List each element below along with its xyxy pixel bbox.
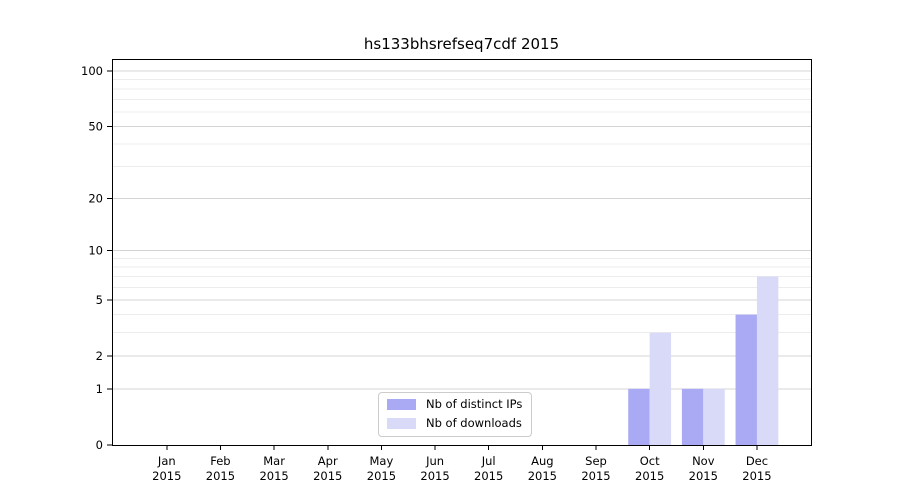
x-tick-label-month: Aug [531, 454, 553, 468]
bar-downloads [703, 388, 725, 445]
y-tick-label: 2 [96, 349, 103, 363]
bar-distinct-ips [628, 388, 650, 445]
x-tick-label-year: 2015 [152, 469, 181, 483]
legend-label-downloads: Nb of downloads [426, 415, 522, 430]
x-tick-label-year: 2015 [635, 469, 664, 483]
plot-background [112, 59, 811, 445]
x-tick-label-year: 2015 [367, 469, 396, 483]
legend-box: Nb of distinct IPs Nb of downloads [378, 392, 533, 437]
y-tick-label: 0 [96, 438, 103, 452]
y-tick-label: 10 [88, 244, 103, 258]
bar-downloads [649, 332, 672, 445]
x-tick-label-year: 2015 [742, 469, 771, 483]
legend-swatch-downloads [387, 418, 416, 430]
y-tick-label: 5 [96, 293, 103, 307]
plot-border [112, 59, 812, 446]
x-tick-label-year: 2015 [474, 469, 503, 483]
legend-item-downloads: Nb of downloads [387, 415, 522, 431]
x-tick-label-year: 2015 [420, 469, 449, 483]
x-tick-label-year: 2015 [528, 469, 557, 483]
bar-distinct-ips [681, 388, 704, 445]
x-tick-label-month: Feb [210, 454, 230, 468]
x-tick-label-year: 2015 [313, 469, 342, 483]
bar-downloads [756, 276, 779, 445]
x-tick-label-month: Jun [425, 454, 444, 468]
x-tick-label-year: 2015 [206, 469, 235, 483]
x-tick-label-month: Sep [585, 454, 607, 468]
x-tick-label-month: Apr [318, 454, 338, 468]
x-tick-label-year: 2015 [259, 469, 288, 483]
y-tick-label: 20 [88, 191, 103, 205]
bar-distinct-ips [735, 314, 757, 445]
x-tick-label-month: Jul [481, 454, 496, 468]
x-tick-label-month: Mar [263, 454, 285, 468]
x-tick-label-month: Dec [746, 454, 768, 468]
chart-title: hs133bhsrefseq7cdf 2015 [363, 35, 560, 53]
x-tick-label-month: Jan [157, 454, 176, 468]
y-tick-label: 100 [81, 64, 103, 78]
y-tick-label: 1 [96, 382, 103, 396]
legend-item-distinct-ips: Nb of distinct IPs [387, 397, 523, 412]
x-tick-label-month: Oct [640, 454, 660, 468]
legend-swatch-distinct-ips [387, 399, 416, 411]
x-tick-label-year: 2015 [689, 469, 718, 483]
legend-label-distinct-ips: Nb of distinct IPs [426, 397, 523, 411]
x-tick-label-month: Nov [692, 454, 715, 468]
x-tick-label-month: May [370, 454, 394, 468]
y-tick-label: 50 [88, 119, 103, 133]
x-tick-label-year: 2015 [581, 469, 610, 483]
